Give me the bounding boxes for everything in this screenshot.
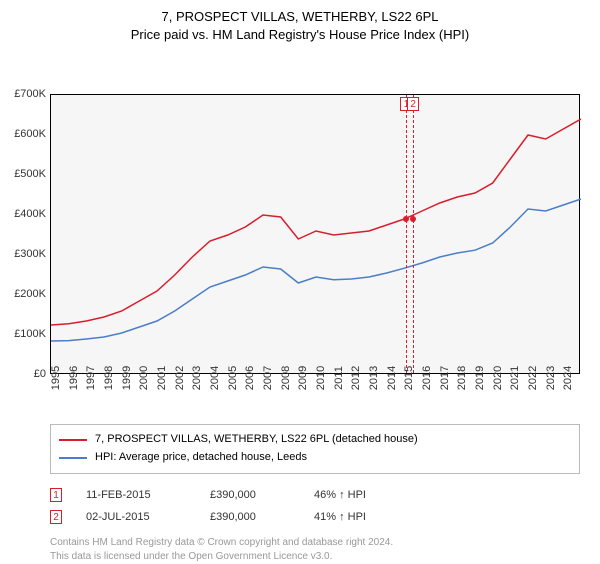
x-tick-label: 2002 <box>174 366 186 390</box>
x-tick-label: 2014 <box>386 366 398 390</box>
sale-vline <box>406 95 407 373</box>
x-tick-label: 2017 <box>439 366 451 390</box>
sale-price: £390,000 <box>210 511 290 523</box>
x-tick-label: 1997 <box>85 366 97 390</box>
x-tick-label: 2001 <box>156 366 168 390</box>
x-tick-label: 1999 <box>121 366 133 390</box>
footer: Contains HM Land Registry data © Crown c… <box>50 536 580 564</box>
sale-row-marker: 1 <box>50 488 62 502</box>
x-tick-label: 2020 <box>492 366 504 390</box>
chart-container: 7, PROSPECT VILLAS, WETHERBY, LS22 6PL P… <box>0 0 600 564</box>
x-tick-label: 2024 <box>562 366 574 390</box>
sale-hpi: 41% ↑ HPI <box>314 511 394 523</box>
y-tick-label: £100K <box>14 328 46 340</box>
x-tick-label: 2009 <box>297 366 309 390</box>
y-tick-label: £200K <box>14 288 46 300</box>
legend: 7, PROSPECT VILLAS, WETHERBY, LS22 6PL (… <box>50 424 580 473</box>
x-tick-label: 2016 <box>421 366 433 390</box>
footer-line1: Contains HM Land Registry data © Crown c… <box>50 536 580 550</box>
legend-label: HPI: Average price, detached house, Leed… <box>95 449 307 467</box>
legend-swatch <box>59 457 87 459</box>
y-tick-label: £300K <box>14 248 46 260</box>
y-tick-label: £500K <box>14 168 46 180</box>
sale-row: 1 11-FEB-2015 £390,000 46% ↑ HPI <box>50 484 580 506</box>
x-tick-label: 1998 <box>103 366 115 390</box>
x-tick-label: 2004 <box>209 366 221 390</box>
x-tick-label: 2006 <box>244 366 256 390</box>
x-tick-label: 2008 <box>280 366 292 390</box>
legend-swatch <box>59 439 87 441</box>
sale-price: £390,000 <box>210 489 290 501</box>
x-tick-label: 2013 <box>368 366 380 390</box>
x-tick-label: 1995 <box>50 366 62 390</box>
sales-table: 1 11-FEB-2015 £390,000 46% ↑ HPI 2 02-JUL-201… <box>50 484 580 528</box>
sale-date: 02-JUL-2015 <box>86 511 186 523</box>
sale-row: 2 02-JUL-2015 £390,000 41% ↑ HPI <box>50 506 580 528</box>
title-address: 7, PROSPECT VILLAS, WETHERBY, LS22 6PL <box>0 8 600 26</box>
x-tick-label: 2012 <box>350 366 362 390</box>
y-tick-label: £0 <box>34 368 46 380</box>
x-tick-label: 2003 <box>191 366 203 390</box>
x-tick-label: 2011 <box>333 367 345 391</box>
x-tick-label: 2019 <box>474 366 486 390</box>
sale-row-marker: 2 <box>50 510 62 524</box>
x-tick-label: 2018 <box>456 366 468 390</box>
x-tick-label: 2021 <box>509 366 521 390</box>
title-subtitle: Price paid vs. HM Land Registry's House … <box>0 26 600 44</box>
sale-vline <box>413 95 414 373</box>
plot-area: 12 <box>50 94 580 374</box>
sale-hpi: 46% ↑ HPI <box>314 489 394 501</box>
title-block: 7, PROSPECT VILLAS, WETHERBY, LS22 6PL P… <box>0 0 600 44</box>
footer-line2: This data is licensed under the Open Gov… <box>50 550 580 564</box>
sale-marker-box: 2 <box>407 97 419 111</box>
legend-row: 7, PROSPECT VILLAS, WETHERBY, LS22 6PL (… <box>59 431 571 449</box>
x-tick-label: 2005 <box>227 366 239 390</box>
sale-date: 11-FEB-2015 <box>86 489 186 501</box>
series-svg <box>51 95 579 373</box>
sale-dot <box>403 216 409 222</box>
series-property <box>51 119 581 325</box>
chart-area: 12 £0 £100K £200K £300K £400K £500K £600K £700K… <box>0 44 600 424</box>
x-tick-label: 2007 <box>262 366 274 390</box>
x-tick-label: 2022 <box>527 366 539 390</box>
legend-label: 7, PROSPECT VILLAS, WETHERBY, LS22 6PL (… <box>95 431 418 449</box>
series-hpi <box>51 199 581 341</box>
x-tick-label: 2023 <box>545 366 557 390</box>
x-tick-label: 2000 <box>138 366 150 390</box>
y-tick-label: £400K <box>14 208 46 220</box>
legend-row: HPI: Average price, detached house, Leed… <box>59 449 571 467</box>
x-tick-label: 2015 <box>403 366 415 390</box>
y-tick-label: £600K <box>14 128 46 140</box>
y-tick-label: £700K <box>14 88 46 100</box>
x-tick-label: 2010 <box>315 366 327 390</box>
sale-dot <box>410 216 416 222</box>
x-tick-label: 1996 <box>68 366 80 390</box>
